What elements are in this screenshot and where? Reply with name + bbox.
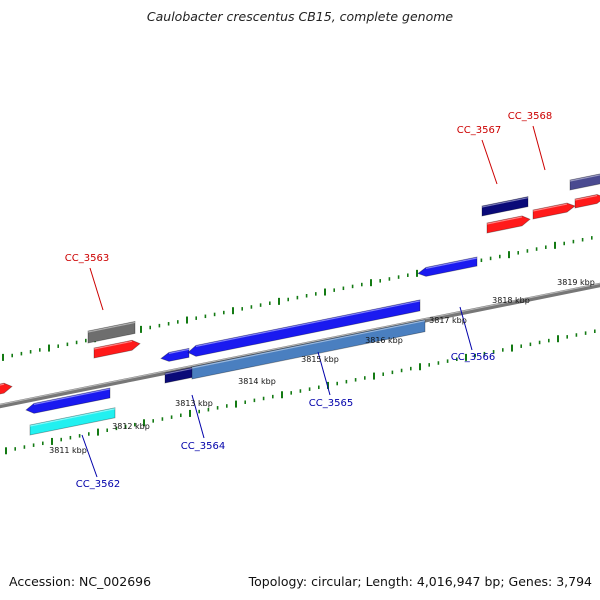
gene-bevel <box>486 216 523 225</box>
gene-bevel <box>195 300 421 347</box>
gene-label-cc-3568: CC_3568 <box>508 111 552 122</box>
gene-bevel <box>481 197 529 208</box>
gene-block-cc3566-blue <box>417 256 478 277</box>
gene-block-cc3563-red <box>93 339 141 359</box>
tick-label: 3815 kbp <box>301 355 339 364</box>
gene-label-cc-3566: CC_3566 <box>451 352 495 363</box>
gene-features <box>0 173 600 436</box>
gene-bevel <box>164 367 196 375</box>
genome-summary: Topology: circular; Length: 4,016,947 bp… <box>248 574 592 589</box>
gene-body <box>191 319 426 380</box>
gene-bevel <box>574 194 598 201</box>
map-title: Caulobacter crescentus CB15, complete ge… <box>146 9 454 24</box>
gene-bevel <box>93 340 133 350</box>
gene-block-cc3568-red <box>532 202 576 220</box>
callout-line <box>532 125 546 171</box>
gene-block-cc3563-gray <box>87 320 136 344</box>
gene-body <box>574 194 600 209</box>
gene-block-blue-small <box>160 347 190 362</box>
tick-labels: 3811 kbp 3812 kbp 3813 kbp 3814 kbp 3815 kbp… <box>49 278 595 455</box>
gene-callouts: CC_3563 CC_3567 CC_3568 CC_3562 CC_3564 CC_35… <box>65 111 552 490</box>
gene-bevel <box>191 320 426 369</box>
gene-body <box>160 347 190 362</box>
gene-block-cc3562-cyan <box>29 407 116 436</box>
callout-line <box>459 306 473 351</box>
gene-body <box>87 320 136 344</box>
gene-label-cc-3567: CC_3567 <box>457 125 501 136</box>
gene-bevel <box>168 348 190 354</box>
accession-label: Accession: NC_002696 <box>9 574 152 589</box>
gene-label-cc-3565: CC_3565 <box>309 398 353 409</box>
callout-line <box>89 267 104 311</box>
gene-body <box>0 382 13 395</box>
callout-line <box>191 394 205 439</box>
gene-body <box>25 387 111 414</box>
gene-block-cc3567-red <box>486 215 531 234</box>
gene-body <box>569 173 600 191</box>
gene-block-cc3567-navy <box>481 196 529 217</box>
gene-bevel <box>569 174 600 182</box>
gene-body <box>93 339 141 359</box>
gene-body <box>481 196 529 217</box>
gene-body <box>486 215 531 234</box>
gene-block-cc3562-blue <box>25 387 111 414</box>
tick-label: 3814 kbp <box>238 377 276 386</box>
gene-label-cc-3562: CC_3562 <box>76 479 120 490</box>
gene-block-cc3565-steel <box>191 319 426 380</box>
gene-body <box>187 299 421 357</box>
gene-bevel <box>0 383 5 386</box>
tick-label: 3812 kbp <box>112 422 150 431</box>
tick-label: 3817 kbp <box>429 316 467 325</box>
gene-body <box>532 202 576 220</box>
gene-block-left-red <box>0 382 13 395</box>
tick-label: 3811 kbp <box>49 446 87 455</box>
gene-block-cc3565-blue <box>187 299 421 357</box>
gene-block-right-red <box>574 194 600 209</box>
gene-bevel <box>29 408 116 427</box>
gene-label-cc-3563: CC_3563 <box>65 253 109 264</box>
backbone-highlight <box>0 283 600 406</box>
gene-body <box>417 256 478 277</box>
gene-label-cc-3564: CC_3564 <box>181 441 225 452</box>
callout-line <box>81 434 98 478</box>
gene-body <box>29 407 116 436</box>
tick-label: 3818 kbp <box>492 296 530 305</box>
gene-bevel <box>425 257 478 269</box>
gene-bevel <box>33 388 111 405</box>
callout-line <box>481 139 498 185</box>
callout-line <box>317 351 331 396</box>
gene-block-right-slate <box>569 173 600 191</box>
tick-label: 3819 kbp <box>557 278 595 287</box>
gene-bevel <box>87 321 136 333</box>
gene-bevel <box>532 203 568 212</box>
tick-label: 3813 kbp <box>175 399 213 408</box>
tick-label: 3816 kbp <box>365 336 403 345</box>
